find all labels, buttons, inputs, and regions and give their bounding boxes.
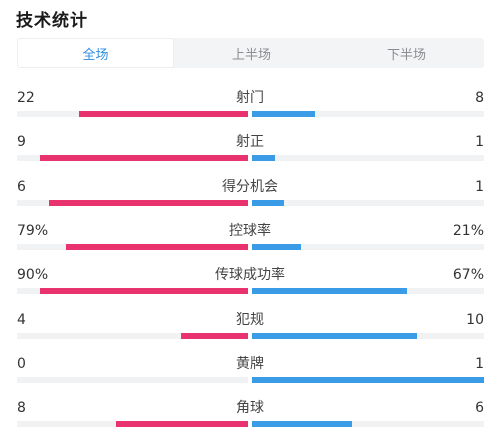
away-bar-track [252, 333, 484, 339]
home-value: 9 [17, 134, 26, 150]
away-value: 67% [452, 267, 484, 283]
home-bar-fill [40, 155, 248, 161]
home-bar-track [17, 200, 248, 206]
home-value: 79% [17, 223, 49, 239]
tab-second-half[interactable]: 下半场 [386, 47, 426, 63]
away-value: 1 [475, 179, 484, 195]
away-value: 21% [452, 223, 484, 239]
stat-label: 得分机会 [222, 179, 278, 195]
stat-row: 4 犯规 10 [0, 311, 500, 351]
away-value: 1 [475, 134, 484, 150]
stat-label: 角球 [236, 400, 264, 416]
home-bar-fill [49, 200, 248, 206]
home-bar-track [17, 244, 248, 250]
stat-label: 控球率 [229, 223, 271, 239]
stat-label: 黄牌 [236, 356, 264, 372]
stat-row: 22 射门 8 [0, 89, 500, 129]
period-tabs: 全场 上半场 下半场 [17, 38, 484, 68]
home-bar-fill [65, 244, 248, 250]
stat-row: 8 角球 6 [0, 399, 500, 439]
away-bar-fill [252, 200, 285, 206]
home-bar-track [17, 111, 248, 117]
away-bar-track [252, 377, 484, 383]
away-value: 6 [475, 400, 484, 416]
page-title: 技术统计 [16, 11, 88, 31]
away-bar-fill [252, 111, 315, 117]
tab-first-half[interactable]: 上半场 [231, 47, 271, 63]
away-bar-fill [252, 421, 352, 427]
stat-row: 0 黄牌 1 [0, 355, 500, 395]
away-bar-fill [252, 377, 484, 383]
away-bar-fill [252, 288, 408, 294]
away-bar-track [252, 155, 484, 161]
home-bar-track [17, 288, 248, 294]
away-bar-track [252, 244, 484, 250]
away-bar-fill [252, 244, 301, 250]
away-bar-fill [252, 155, 276, 161]
home-bar-fill [116, 421, 248, 427]
away-value: 1 [475, 356, 484, 372]
home-bar-fill [40, 288, 248, 294]
home-bar-track [17, 377, 248, 383]
home-bar-track [17, 421, 248, 427]
stat-label: 射门 [236, 90, 264, 106]
home-value: 0 [17, 356, 26, 372]
away-bar-track [252, 421, 484, 427]
away-bar-track [252, 288, 484, 294]
tab-full-match[interactable]: 全场 [17, 38, 174, 68]
home-value: 90% [17, 267, 49, 283]
away-bar-fill [252, 333, 417, 339]
stat-label: 犯规 [236, 312, 264, 328]
away-value: 8 [475, 90, 484, 106]
away-bar-track [252, 111, 484, 117]
stat-row: 90% 传球成功率 67% [0, 266, 500, 306]
stat-label: 传球成功率 [215, 267, 285, 283]
away-value: 10 [466, 312, 484, 328]
home-value: 6 [17, 179, 26, 195]
stat-row: 6 得分机会 1 [0, 178, 500, 218]
stat-row: 79% 控球率 21% [0, 222, 500, 262]
home-value: 8 [17, 400, 26, 416]
away-bar-track [252, 200, 484, 206]
home-value: 4 [17, 312, 26, 328]
home-bar-fill [79, 111, 248, 117]
home-bar-track [17, 333, 248, 339]
stat-row: 9 射正 1 [0, 133, 500, 173]
home-bar-fill [181, 333, 248, 339]
home-bar-track [17, 155, 248, 161]
home-value: 22 [17, 90, 35, 106]
stat-label: 射正 [236, 134, 264, 150]
